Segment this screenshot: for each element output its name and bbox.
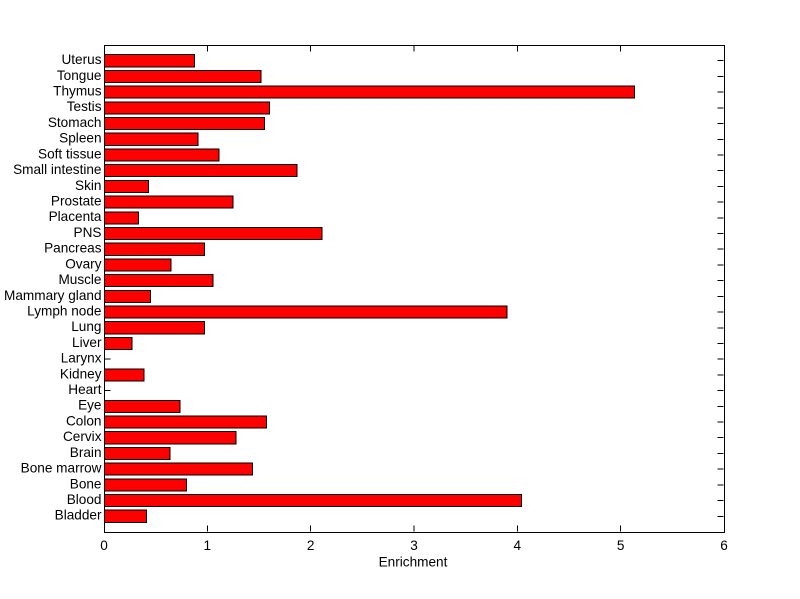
svg-text:Stomach: Stomach bbox=[48, 115, 102, 130]
svg-text:Small intestine: Small intestine bbox=[13, 162, 101, 177]
svg-text:Muscle: Muscle bbox=[58, 272, 101, 287]
svg-text:1: 1 bbox=[204, 538, 212, 553]
svg-text:4: 4 bbox=[514, 538, 522, 553]
svg-text:Liver: Liver bbox=[72, 335, 102, 350]
svg-text:3: 3 bbox=[410, 538, 418, 553]
svg-text:Eye: Eye bbox=[78, 398, 101, 413]
svg-text:Bone: Bone bbox=[70, 476, 102, 491]
svg-text:Skin: Skin bbox=[75, 178, 101, 193]
svg-text:Lymph node: Lymph node bbox=[27, 303, 101, 318]
svg-text:Lung: Lung bbox=[71, 319, 101, 334]
svg-text:Uterus: Uterus bbox=[61, 52, 101, 67]
svg-text:Soft tissue: Soft tissue bbox=[38, 146, 101, 161]
svg-text:Ovary: Ovary bbox=[65, 256, 101, 271]
svg-text:Placenta: Placenta bbox=[49, 209, 102, 224]
svg-text:PNS: PNS bbox=[74, 225, 102, 240]
svg-text:Cervix: Cervix bbox=[63, 429, 102, 444]
svg-text:6: 6 bbox=[720, 538, 728, 553]
svg-text:Mammary gland: Mammary gland bbox=[4, 288, 101, 303]
svg-text:Thymus: Thymus bbox=[53, 84, 102, 99]
svg-text:Kidney: Kidney bbox=[60, 366, 102, 381]
svg-text:Heart: Heart bbox=[68, 382, 101, 397]
svg-text:Bladder: Bladder bbox=[55, 508, 102, 523]
svg-text:Bone marrow: Bone marrow bbox=[21, 461, 102, 476]
svg-text:Enrichment: Enrichment bbox=[379, 555, 448, 570]
svg-text:Larynx: Larynx bbox=[61, 351, 102, 366]
svg-text:Tongue: Tongue bbox=[57, 68, 102, 83]
svg-text:0: 0 bbox=[100, 538, 108, 553]
svg-text:5: 5 bbox=[617, 538, 625, 553]
svg-text:Testis: Testis bbox=[67, 99, 102, 114]
svg-text:Pancreas: Pancreas bbox=[44, 241, 102, 256]
svg-text:2: 2 bbox=[307, 538, 315, 553]
svg-text:Spleen: Spleen bbox=[59, 131, 101, 146]
svg-text:Prostate: Prostate bbox=[51, 194, 102, 209]
svg-text:Colon: Colon bbox=[66, 413, 102, 428]
svg-text:Brain: Brain bbox=[70, 445, 102, 460]
svg-text:Blood: Blood bbox=[67, 492, 102, 507]
